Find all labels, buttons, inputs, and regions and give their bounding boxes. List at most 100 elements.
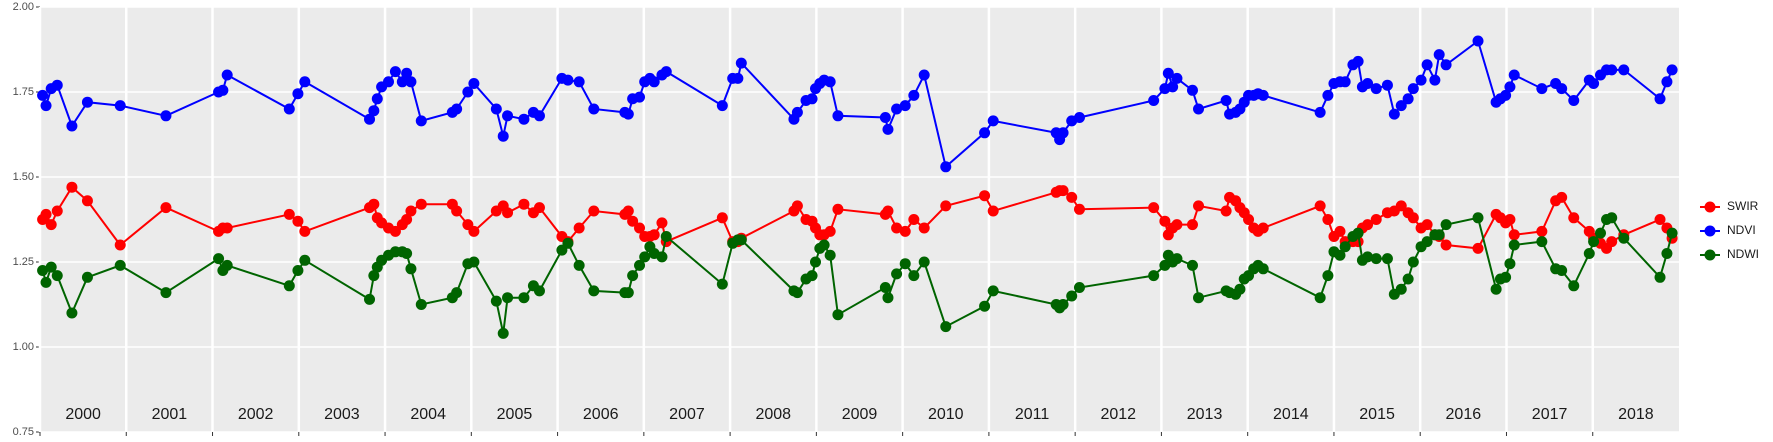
- data-point: [1472, 35, 1484, 47]
- data-point: [1440, 59, 1452, 71]
- data-point: [1162, 67, 1174, 79]
- data-point: [899, 258, 911, 270]
- data-point: [1066, 290, 1078, 302]
- data-point: [791, 106, 803, 118]
- x-tick-label: 2007: [669, 406, 705, 423]
- data-point: [1193, 292, 1205, 304]
- data-point: [1362, 251, 1374, 263]
- data-point: [1606, 236, 1618, 248]
- data-point: [221, 69, 233, 81]
- data-point: [1588, 78, 1600, 89]
- data-point: [588, 205, 600, 217]
- data-point: [81, 195, 93, 207]
- data-point: [292, 265, 304, 276]
- x-tick-label: 2001: [152, 406, 188, 423]
- data-point: [832, 309, 844, 321]
- data-point: [1536, 225, 1548, 237]
- data-point: [918, 69, 930, 81]
- data-point: [1362, 78, 1374, 89]
- data-point: [573, 259, 585, 271]
- data-point: [40, 208, 52, 220]
- data-point: [1322, 89, 1334, 101]
- data-point: [1606, 212, 1618, 224]
- data-point: [1381, 253, 1393, 265]
- data-point: [1556, 265, 1568, 276]
- data-point: [51, 79, 63, 91]
- data-point: [1148, 95, 1160, 106]
- data-point: [1395, 200, 1407, 212]
- data-point: [1472, 242, 1484, 254]
- data-point: [299, 76, 311, 88]
- data-point: [832, 203, 844, 215]
- data-point: [368, 270, 380, 282]
- data-point: [588, 103, 600, 115]
- data-point: [1395, 100, 1407, 112]
- x-tick-label: 2004: [410, 406, 446, 423]
- data-point: [1057, 127, 1069, 139]
- data-point: [292, 88, 304, 100]
- data-point: [573, 222, 585, 234]
- data-point: [987, 115, 999, 127]
- x-tick-label: 2000: [65, 406, 101, 423]
- data-point: [1073, 203, 1085, 215]
- data-point: [1314, 106, 1326, 118]
- data-point: [940, 161, 952, 173]
- data-point: [389, 66, 401, 78]
- plot-panel: [40, 7, 1679, 432]
- data-point: [1440, 219, 1452, 231]
- data-point: [451, 103, 463, 115]
- data-point: [1388, 108, 1400, 120]
- data-point: [1568, 212, 1580, 224]
- data-point: [371, 93, 383, 105]
- data-point: [66, 181, 78, 193]
- data-point: [1220, 95, 1232, 106]
- data-point: [160, 202, 172, 214]
- data-point: [1429, 74, 1441, 86]
- data-point: [283, 208, 295, 220]
- data-point: [299, 254, 311, 266]
- data-point: [1433, 49, 1445, 61]
- data-point: [389, 225, 401, 237]
- data-point: [283, 280, 295, 292]
- data-point: [1472, 212, 1484, 224]
- data-point: [1415, 74, 1427, 86]
- data-point: [940, 200, 952, 212]
- data-point: [818, 239, 830, 251]
- data-point: [1618, 232, 1630, 244]
- data-point: [160, 287, 172, 299]
- data-point: [1073, 112, 1085, 123]
- data-point: [1159, 215, 1171, 227]
- data-point: [1057, 299, 1069, 310]
- data-point: [979, 127, 991, 139]
- data-point: [735, 234, 747, 246]
- data-point: [1421, 236, 1433, 248]
- data-point: [396, 76, 408, 88]
- data-point: [40, 276, 52, 288]
- data-point: [45, 261, 57, 273]
- data-point: [656, 251, 668, 263]
- data-point: [1148, 202, 1160, 214]
- data-point: [908, 89, 920, 101]
- data-point: [299, 225, 311, 237]
- x-tick-label: 2010: [928, 406, 964, 423]
- data-point: [1421, 219, 1433, 231]
- data-point: [1440, 239, 1452, 251]
- data-point: [656, 217, 668, 229]
- data-point: [401, 248, 413, 259]
- x-tick-label: 2002: [238, 406, 274, 423]
- data-point: [882, 123, 894, 135]
- data-point: [66, 120, 78, 132]
- data-point: [405, 205, 417, 217]
- data-point: [891, 222, 903, 234]
- data-point: [533, 110, 545, 122]
- data-point: [1243, 214, 1255, 225]
- data-point: [490, 295, 502, 307]
- data-point: [1186, 84, 1198, 96]
- data-point: [221, 259, 233, 271]
- data-point: [735, 57, 747, 69]
- data-point: [415, 299, 427, 310]
- data-point: [217, 84, 229, 96]
- data-point: [1661, 76, 1673, 88]
- data-point: [51, 270, 63, 282]
